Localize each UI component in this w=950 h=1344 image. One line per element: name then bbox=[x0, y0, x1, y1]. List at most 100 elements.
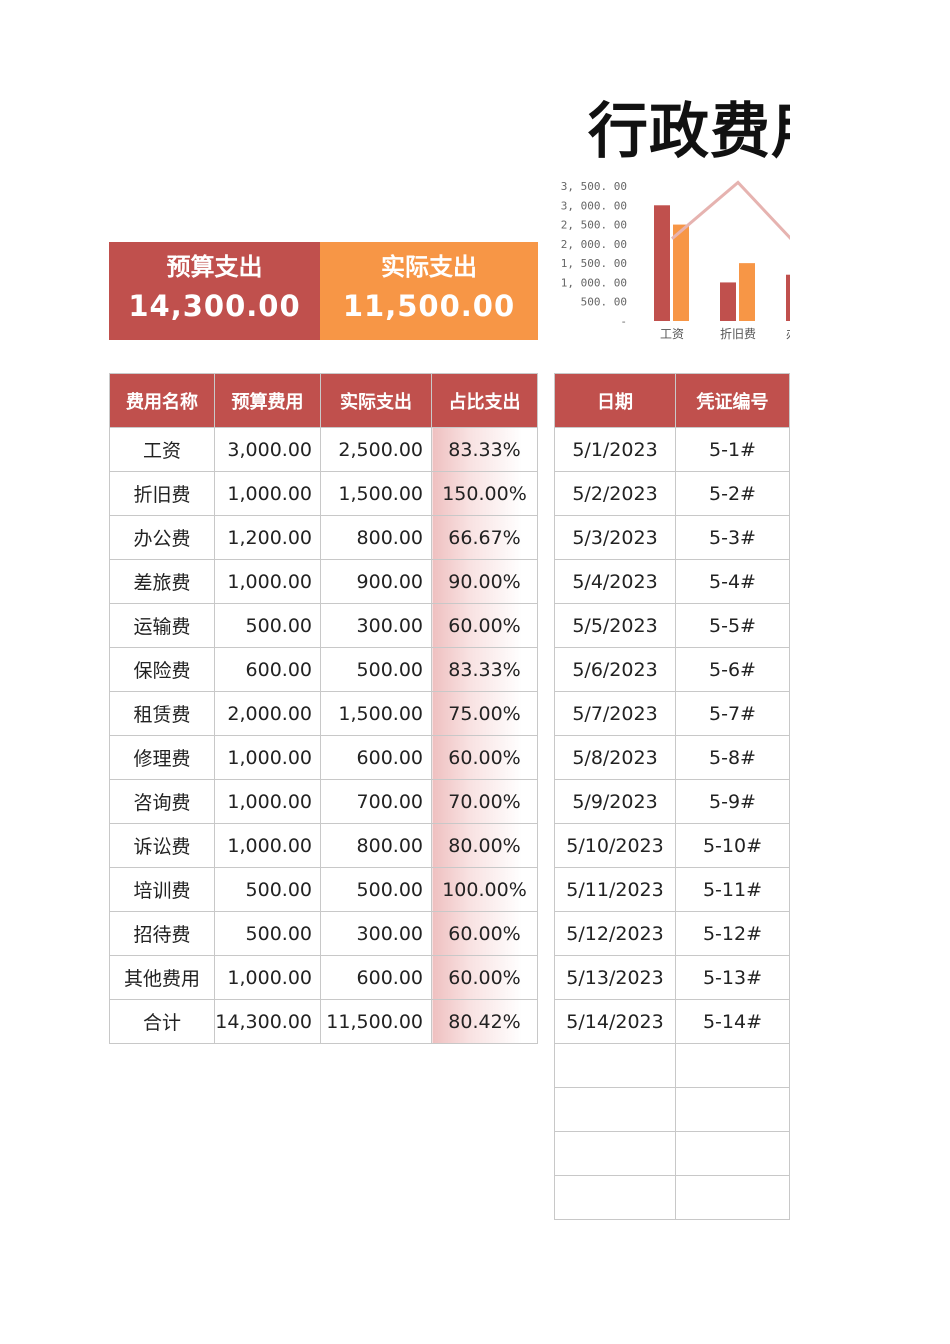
table-cell: 2,500.00 bbox=[320, 427, 432, 472]
budget-value: 14,300.00 bbox=[128, 289, 301, 323]
table-cell: 150.00% bbox=[431, 471, 538, 516]
bar bbox=[786, 274, 790, 321]
actual-card: 实际支出 11,500.00 bbox=[320, 242, 538, 340]
table-cell: 3,000.00 bbox=[214, 427, 321, 472]
table-cell: 500.00 bbox=[214, 603, 321, 648]
table-cell: 租赁费 bbox=[109, 691, 215, 736]
actual-value: 11,500.00 bbox=[342, 289, 516, 323]
table-row: 修理费 1,000.00 600.00 60.00% bbox=[109, 735, 538, 780]
y-tick-label: 1, 500. 00 bbox=[561, 257, 627, 270]
table-cell: 60.00% bbox=[431, 911, 538, 956]
table-cell: 500.00 bbox=[214, 867, 321, 912]
table-row: 办公费 1,200.00 800.00 66.67% bbox=[109, 515, 538, 560]
table-cell: 1,000.00 bbox=[214, 779, 321, 824]
table-cell: 培训费 bbox=[109, 867, 215, 912]
table-cell: 5-11# bbox=[675, 867, 790, 912]
table-cell: 300.00 bbox=[320, 911, 432, 956]
table-cell: 75.00% bbox=[431, 691, 538, 736]
table-cell: 5-1# bbox=[675, 427, 790, 472]
table-cell: 5/5/2023 bbox=[554, 603, 676, 648]
column-header: 日期 bbox=[554, 373, 676, 428]
column-header: 预算费用 bbox=[214, 373, 321, 428]
table-cell: 1,500.00 bbox=[320, 691, 432, 736]
table-cell: 2,000.00 bbox=[214, 691, 321, 736]
table-row: 折旧费 1,000.00 1,500.00 150.00% bbox=[109, 471, 538, 516]
table-cell bbox=[675, 1087, 790, 1132]
table-row: 培训费 500.00 500.00 100.00% bbox=[109, 867, 538, 912]
summary-cards: 预算支出 14,300.00 实际支出 11,500.00 bbox=[109, 242, 538, 340]
table-cell: 5-10# bbox=[675, 823, 790, 868]
table-cell: 83.33% bbox=[431, 427, 538, 472]
table-cell: 5/13/2023 bbox=[554, 955, 676, 1000]
table-cell: 5/1/2023 bbox=[554, 427, 676, 472]
table-row: 5/8/2023 5-8# bbox=[554, 735, 790, 780]
table-cell bbox=[675, 1131, 790, 1176]
table-row: 保险费 600.00 500.00 83.33% bbox=[109, 647, 538, 692]
table-row: 5/1/2023 5-1# bbox=[554, 427, 790, 472]
table-cell: 5-2# bbox=[675, 471, 790, 516]
expense-table: 费用名称 预算费用 实际支出 占比支出 工资 3,000.00 2,500.00 83.33… bbox=[109, 373, 538, 1044]
voucher-table: 日期 凭证编号 5/1/2023 5-1# 5/2/2023 5-2# 5/3/2023 5… bbox=[554, 373, 790, 1220]
table-cell: 5-8# bbox=[675, 735, 790, 780]
table-cell: 5/10/2023 bbox=[554, 823, 676, 868]
table-row: 5/4/2023 5-4# bbox=[554, 559, 790, 604]
table-cell: 5-9# bbox=[675, 779, 790, 824]
budget-label: 预算支出 bbox=[166, 253, 263, 281]
table-cell: 1,000.00 bbox=[214, 955, 321, 1000]
table-cell: 60.00% bbox=[431, 603, 538, 648]
x-tick-label: 折旧费 bbox=[720, 326, 756, 341]
y-tick-label: 2, 000. 00 bbox=[561, 238, 627, 251]
table-cell: 14,300.00 bbox=[214, 999, 321, 1044]
table-cell: 1,000.00 bbox=[214, 735, 321, 780]
expense-chart: 3, 500. 00 3, 000. 00 2, 500. 00 2, 000. 00… bbox=[561, 180, 790, 341]
table-cell bbox=[675, 1043, 790, 1088]
table-cell: 5/3/2023 bbox=[554, 515, 676, 560]
table-row: 5/13/2023 5-13# bbox=[554, 955, 790, 1000]
column-header: 费用名称 bbox=[109, 373, 215, 428]
table-row: 5/7/2023 5-7# bbox=[554, 691, 790, 736]
table-cell: 80.42% bbox=[431, 999, 538, 1044]
table-cell: 保险费 bbox=[109, 647, 215, 692]
column-header: 实际支出 bbox=[320, 373, 432, 428]
table-cell: 11,500.00 bbox=[320, 999, 432, 1044]
table-cell: 1,500.00 bbox=[320, 471, 432, 516]
table-cell: 600.00 bbox=[320, 955, 432, 1000]
table-row: 合计 14,300.00 11,500.00 80.42% bbox=[109, 999, 538, 1044]
table-cell: 500.00 bbox=[214, 911, 321, 956]
table-cell: 合计 bbox=[109, 999, 215, 1044]
table-cell bbox=[675, 1175, 790, 1220]
y-tick-label: 3, 500. 00 bbox=[561, 180, 627, 193]
table-cell: 83.33% bbox=[431, 647, 538, 692]
percent-line bbox=[671, 180, 790, 241]
table-cell: 5/11/2023 bbox=[554, 867, 676, 912]
table-row: 5/5/2023 5-5# bbox=[554, 603, 790, 648]
bar bbox=[673, 224, 689, 321]
table-row bbox=[554, 1175, 790, 1220]
table-cell: 5-12# bbox=[675, 911, 790, 956]
table-row: 5/10/2023 5-10# bbox=[554, 823, 790, 868]
bar bbox=[654, 205, 670, 321]
table-cell: 1,000.00 bbox=[214, 559, 321, 604]
table-cell: 600.00 bbox=[214, 647, 321, 692]
table-row: 其他费用 1,000.00 600.00 60.00% bbox=[109, 955, 538, 1000]
table-cell: 100.00% bbox=[431, 867, 538, 912]
table-cell bbox=[554, 1087, 676, 1132]
table-row: 租赁费 2,000.00 1,500.00 75.00% bbox=[109, 691, 538, 736]
y-tick-label: - bbox=[620, 315, 627, 328]
table-cell bbox=[554, 1131, 676, 1176]
table-cell: 5-13# bbox=[675, 955, 790, 1000]
table-cell: 60.00% bbox=[431, 955, 538, 1000]
table-cell: 1,000.00 bbox=[214, 823, 321, 868]
table-cell: 1,000.00 bbox=[214, 471, 321, 516]
table-row: 5/14/2023 5-14# bbox=[554, 999, 790, 1044]
table-cell bbox=[554, 1175, 676, 1220]
table-cell: 运输费 bbox=[109, 603, 215, 648]
table-row: 5/11/2023 5-11# bbox=[554, 867, 790, 912]
table-row: 5/6/2023 5-6# bbox=[554, 647, 790, 692]
table-cell: 300.00 bbox=[320, 603, 432, 648]
page-title: 行政费用 bbox=[588, 97, 790, 167]
x-tick-label: 工资 bbox=[660, 327, 684, 341]
table-row: 工资 3,000.00 2,500.00 83.33% bbox=[109, 427, 538, 472]
y-tick-label: 1, 000. 00 bbox=[561, 276, 627, 289]
table-cell: 500.00 bbox=[320, 867, 432, 912]
